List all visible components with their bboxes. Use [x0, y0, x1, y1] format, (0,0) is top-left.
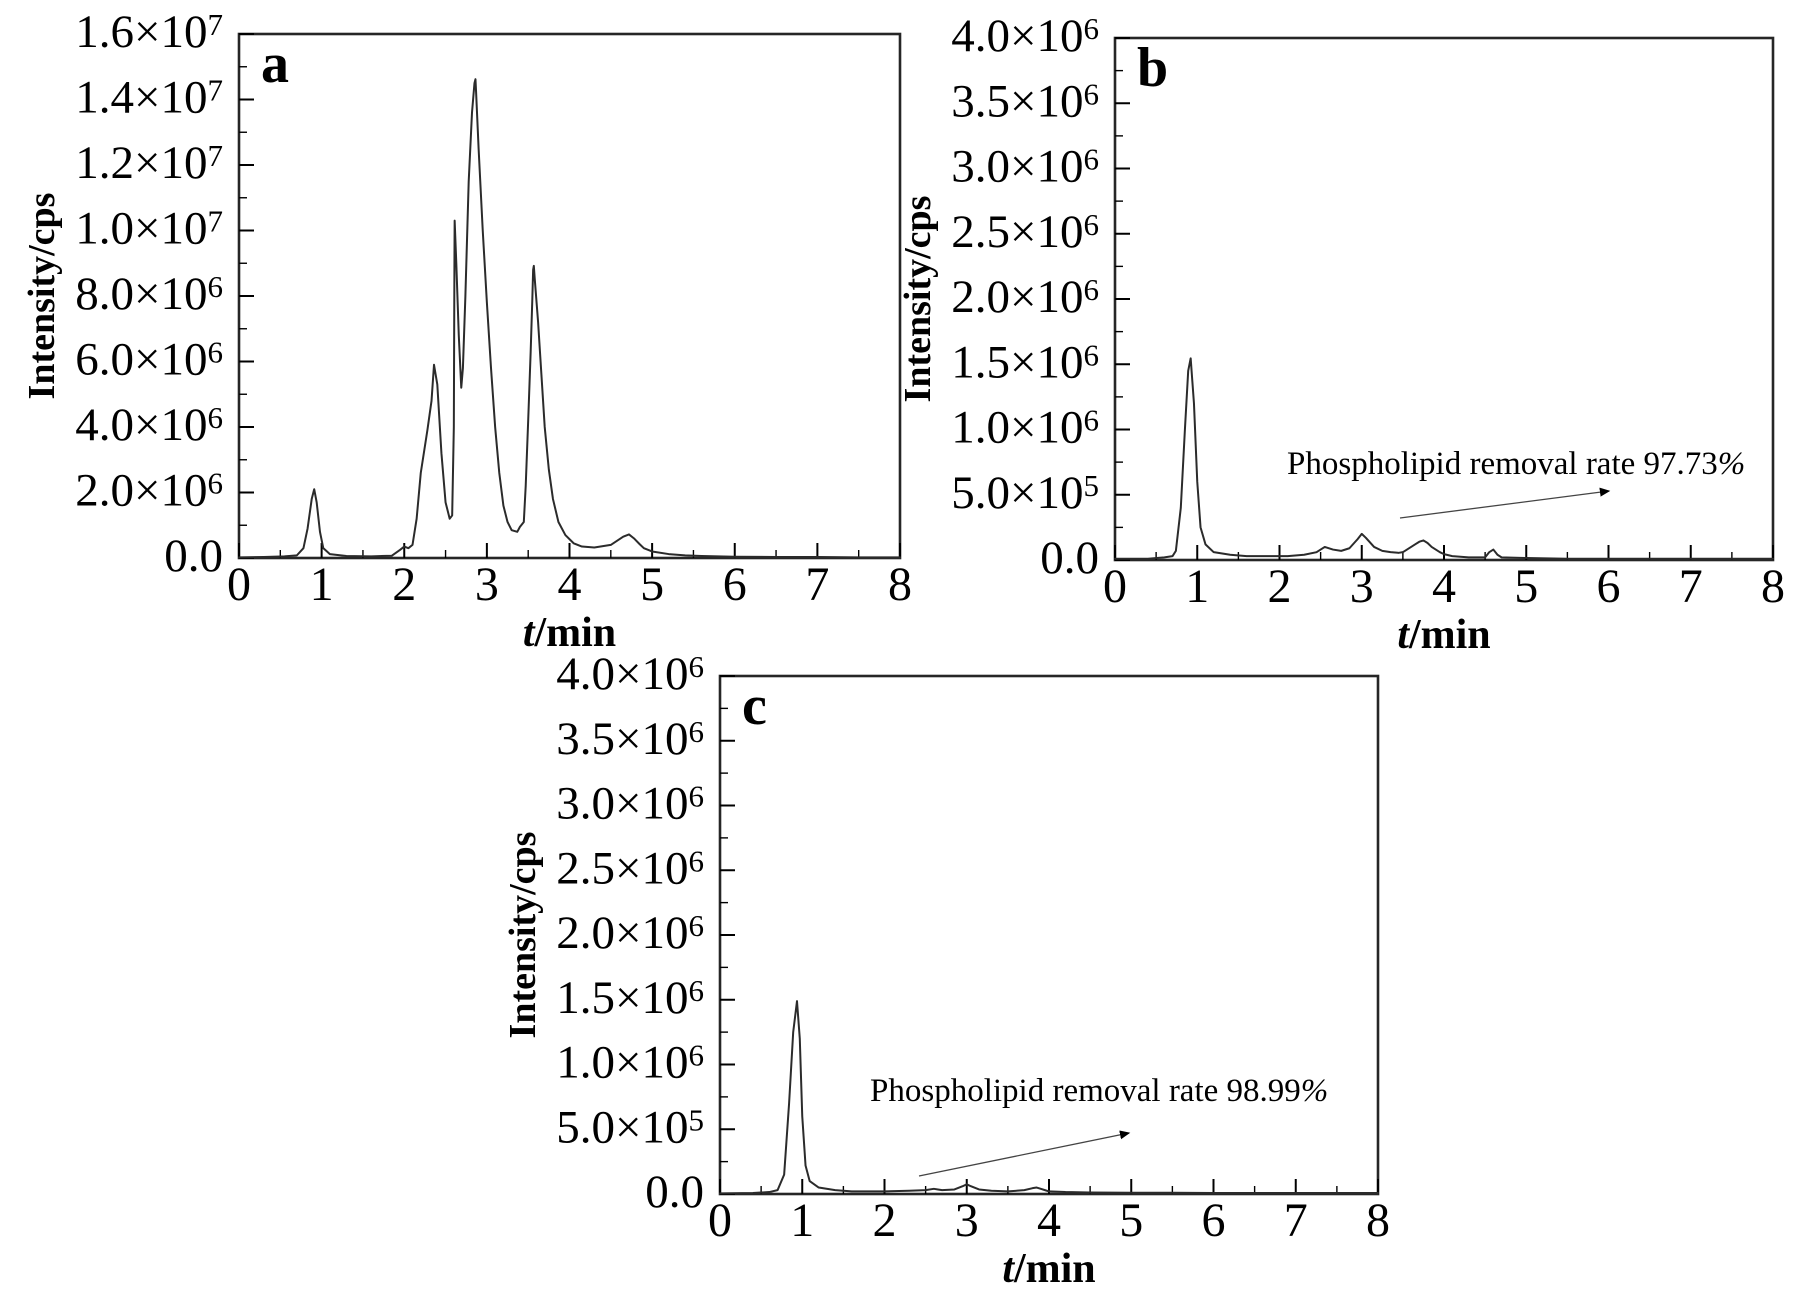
- svg-text:1.5×106: 1.5×106: [951, 336, 1099, 388]
- svg-text:1.0×106: 1.0×106: [951, 402, 1099, 454]
- svg-text:8.0×106: 8.0×106: [75, 268, 223, 320]
- svg-text:5.0×105: 5.0×105: [951, 467, 1099, 519]
- svg-text:Phospholipid removal rate 97.7: Phospholipid removal rate 97.73%: [1287, 446, 1745, 482]
- svg-text:1: 1: [790, 1194, 814, 1247]
- svg-text:2.5×106: 2.5×106: [556, 842, 704, 894]
- svg-text:Intensity/cps: Intensity/cps: [21, 193, 63, 400]
- svg-text:2.0×106: 2.0×106: [556, 907, 704, 959]
- svg-text:3: 3: [955, 1194, 979, 1247]
- svg-text:5: 5: [1514, 560, 1538, 613]
- svg-text:7: 7: [1679, 560, 1703, 613]
- svg-text:5: 5: [1119, 1194, 1143, 1247]
- svg-text:b: b: [1137, 37, 1168, 99]
- svg-text:0: 0: [1103, 560, 1127, 613]
- svg-text:6.0×106: 6.0×106: [75, 334, 223, 386]
- svg-text:1: 1: [1185, 560, 1209, 613]
- svg-text:8: 8: [1366, 1194, 1390, 1247]
- svg-text:8: 8: [1761, 560, 1785, 613]
- svg-text:6: 6: [723, 558, 747, 611]
- svg-text:0.0: 0.0: [164, 530, 223, 582]
- svg-text:2.5×106: 2.5×106: [951, 206, 1099, 258]
- svg-text:3.5×106: 3.5×106: [556, 713, 704, 765]
- svg-text:4.0×106: 4.0×106: [556, 648, 704, 700]
- svg-text:1.6×107: 1.6×107: [75, 6, 223, 58]
- svg-text:2: 2: [1268, 560, 1292, 613]
- svg-text:1: 1: [310, 558, 334, 611]
- svg-text:0: 0: [708, 1194, 732, 1247]
- svg-text:3.0×106: 3.0×106: [556, 778, 704, 830]
- svg-text:t/min: t/min: [1002, 1246, 1095, 1292]
- svg-text:8: 8: [888, 558, 912, 611]
- svg-text:3: 3: [475, 558, 499, 611]
- svg-text:t/min: t/min: [1397, 612, 1490, 658]
- svg-text:5: 5: [640, 558, 664, 611]
- svg-text:1.0×107: 1.0×107: [75, 203, 223, 255]
- svg-text:4: 4: [1037, 1194, 1061, 1247]
- svg-text:3.5×106: 3.5×106: [951, 75, 1099, 127]
- svg-text:0.0: 0.0: [1040, 532, 1099, 584]
- svg-text:a: a: [261, 33, 289, 95]
- svg-text:1.2×107: 1.2×107: [75, 137, 223, 189]
- svg-text:0: 0: [227, 558, 251, 611]
- svg-text:2: 2: [392, 558, 416, 611]
- svg-text:7: 7: [805, 558, 829, 611]
- svg-text:4.0×106: 4.0×106: [951, 10, 1099, 62]
- svg-text:2: 2: [873, 1194, 897, 1247]
- svg-text:1.5×106: 1.5×106: [556, 972, 704, 1024]
- svg-text:3: 3: [1350, 560, 1374, 613]
- svg-text:6: 6: [1597, 560, 1621, 613]
- svg-text:1.0×106: 1.0×106: [556, 1037, 704, 1089]
- svg-text:2.0×106: 2.0×106: [75, 465, 223, 517]
- svg-text:2.0×106: 2.0×106: [951, 271, 1099, 323]
- svg-text:7: 7: [1284, 1194, 1308, 1247]
- svg-text:1.4×107: 1.4×107: [75, 72, 223, 124]
- svg-text:4.0×106: 4.0×106: [75, 399, 223, 451]
- svg-text:Intensity/cps: Intensity/cps: [502, 832, 544, 1039]
- svg-text:4: 4: [1432, 560, 1456, 613]
- svg-text:5.0×105: 5.0×105: [556, 1101, 704, 1153]
- svg-text:Intensity/cps: Intensity/cps: [897, 196, 939, 403]
- svg-text:Phospholipid removal rate 98.9: Phospholipid removal rate 98.99%: [870, 1073, 1328, 1109]
- svg-text:3.0×106: 3.0×106: [951, 141, 1099, 193]
- svg-text:c: c: [742, 675, 767, 737]
- svg-text:6: 6: [1202, 1194, 1226, 1247]
- svg-text:4: 4: [558, 558, 582, 611]
- svg-text:0.0: 0.0: [645, 1166, 704, 1218]
